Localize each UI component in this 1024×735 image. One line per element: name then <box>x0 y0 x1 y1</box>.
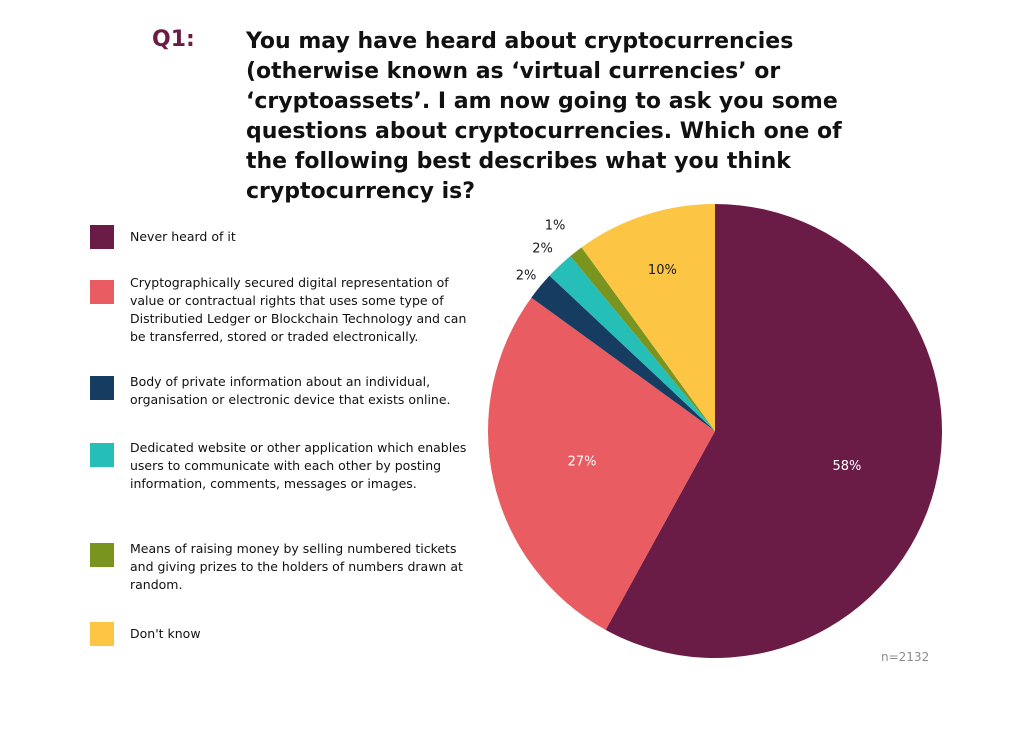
legend-swatch <box>90 376 114 400</box>
sample-size-note: n=2132 <box>881 650 930 664</box>
chart-legend: Never heard of it Cryptographically secu… <box>0 0 480 735</box>
label-dont-know: 10% <box>648 263 677 278</box>
label-never-heard: 58% <box>832 459 861 474</box>
legend-swatch <box>90 443 114 467</box>
legend-label: Means of raising money by selling number… <box>130 541 463 592</box>
label-cryptographic: 27% <box>568 455 597 470</box>
question-text: You may have heard about cryptocurrencie… <box>246 29 842 204</box>
question-number: Q1: <box>152 27 195 52</box>
legend-label: Body of private information about an ind… <box>130 374 451 407</box>
legend-swatch <box>90 543 114 567</box>
slice-lottery <box>570 247 715 431</box>
legend-label: Dedicated website or other application w… <box>130 440 467 491</box>
slice-dont-know <box>581 204 715 431</box>
label-website: 2% <box>532 241 553 256</box>
legend-swatch <box>90 622 114 646</box>
slice-website <box>549 256 715 431</box>
pie-value-labels: 58% 27% 2% 2% 1% 10% <box>516 219 862 474</box>
legend-label: Cryptographically secured digital repres… <box>130 275 467 344</box>
slice-never-heard <box>605 204 942 658</box>
legend-label: Never heard of it <box>130 229 236 244</box>
legend-swatch <box>90 225 114 249</box>
pie-slices <box>487 204 942 658</box>
slice-cryptographic <box>487 297 715 630</box>
slice-private-info <box>531 275 715 431</box>
legend-swatch <box>90 280 114 304</box>
label-lottery: 1% <box>545 219 566 234</box>
label-private-info: 2% <box>516 269 537 284</box>
legend-label: Don't know <box>130 626 201 641</box>
